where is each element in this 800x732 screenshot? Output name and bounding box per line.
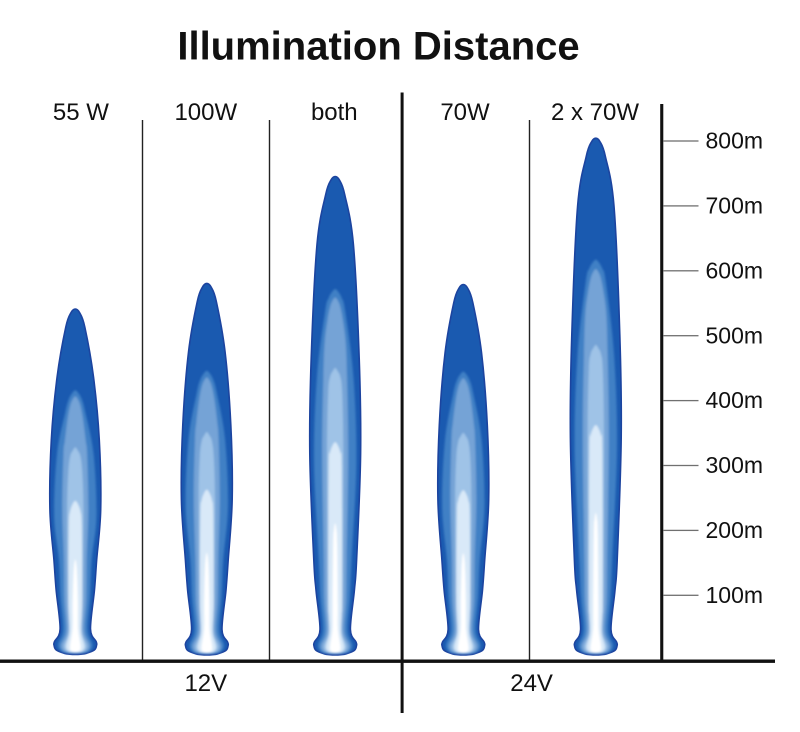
svg-text:2 x 70W: 2 x 70W bbox=[551, 99, 639, 126]
svg-text:600m: 600m bbox=[706, 257, 764, 283]
svg-text:Illumination Distance: Illumination Distance bbox=[177, 25, 579, 69]
svg-text:55 W: 55 W bbox=[53, 99, 109, 126]
svg-text:100W: 100W bbox=[174, 99, 237, 126]
svg-text:500m: 500m bbox=[706, 322, 764, 348]
svg-text:24V: 24V bbox=[510, 670, 553, 697]
svg-text:400m: 400m bbox=[706, 387, 764, 413]
svg-text:both: both bbox=[311, 99, 358, 126]
svg-text:70W: 70W bbox=[440, 99, 490, 126]
svg-text:100m: 100m bbox=[706, 582, 764, 608]
svg-text:200m: 200m bbox=[706, 517, 764, 543]
svg-text:12V: 12V bbox=[184, 670, 227, 697]
svg-text:700m: 700m bbox=[706, 193, 764, 219]
svg-text:300m: 300m bbox=[706, 452, 764, 478]
svg-text:800m: 800m bbox=[706, 128, 764, 154]
